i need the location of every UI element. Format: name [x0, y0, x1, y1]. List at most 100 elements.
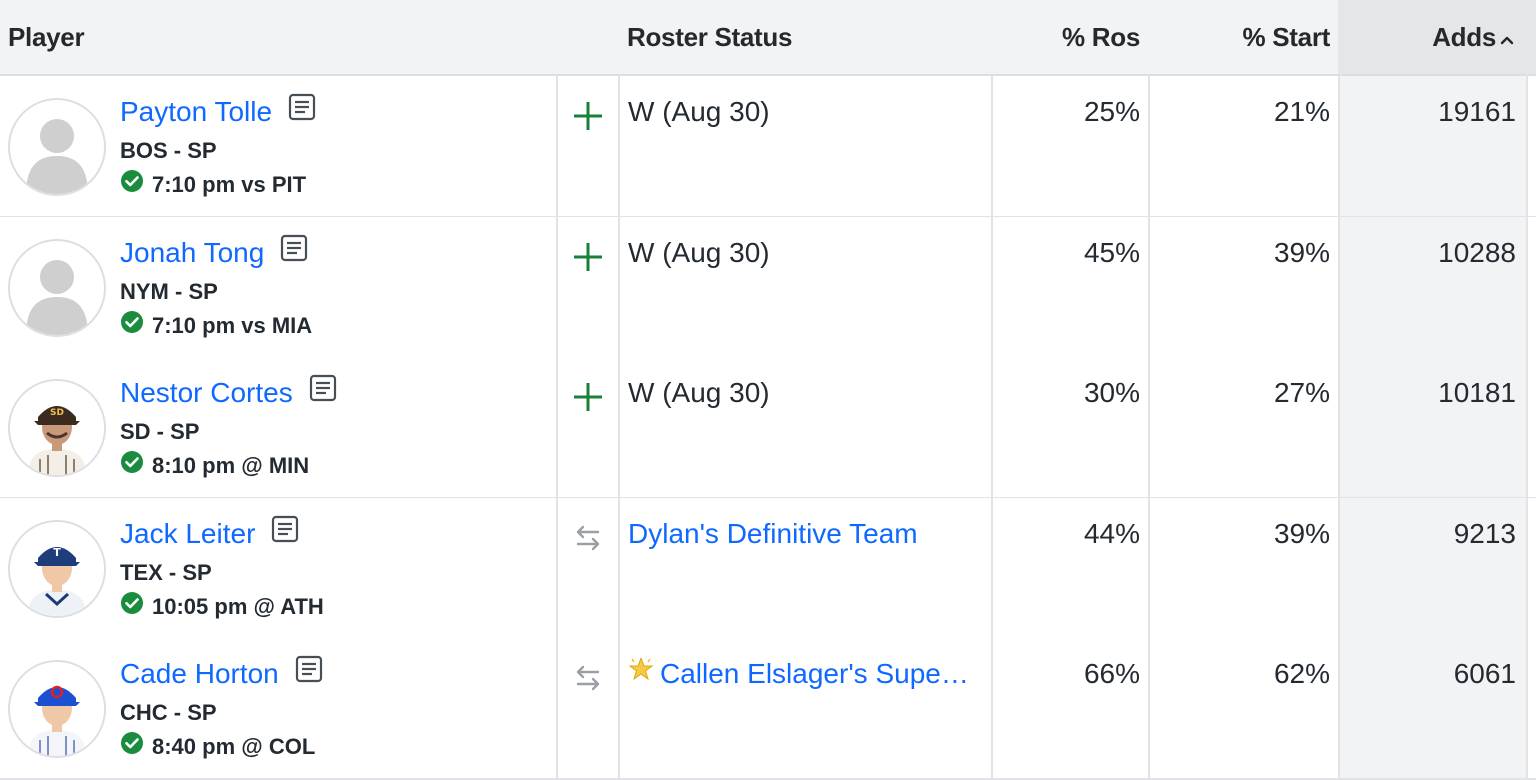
check-circle-icon — [120, 169, 144, 199]
column-divider — [991, 497, 993, 638]
column-divider — [618, 357, 620, 497]
player-notes-icon[interactable] — [271, 515, 299, 550]
player-name[interactable]: Jack Leiter — [120, 517, 256, 549]
adds-column-cell-bg — [1338, 357, 1526, 497]
player-team-position: NYM - SP — [120, 278, 218, 304]
player-name-link[interactable]: Payton Tolle — [120, 93, 316, 131]
column-header-pct-start[interactable]: % Start — [1242, 22, 1331, 52]
column-divider — [1148, 638, 1150, 778]
sorted-column-header-bg — [1338, 0, 1536, 74]
add-player-icon[interactable] — [570, 239, 606, 275]
game-time-opponent: 7:10 pm vs PIT — [152, 171, 307, 197]
player-notes-icon[interactable] — [288, 93, 316, 128]
roster-status-text: W (Aug 30) — [628, 377, 770, 408]
svg-text:SD: SD — [50, 408, 64, 418]
roster-status-text: W (Aug 30) — [628, 96, 770, 127]
game-time-opponent: 10:05 pm @ ATH — [152, 593, 324, 619]
adds-count: 10181 — [1438, 377, 1516, 408]
trade-icon[interactable] — [570, 520, 606, 556]
column-header-pct-ros[interactable]: % Ros — [1062, 22, 1140, 52]
column-divider — [556, 497, 558, 638]
player-row: Payton Tolle BOS - SP 7:10 pm vs PIT W (… — [0, 76, 1536, 218]
add-player-icon[interactable] — [570, 98, 606, 134]
player-row: SD Nestor Cortes SD - SP 8:10 pm @ MIN W… — [0, 357, 1536, 499]
player-name-link[interactable]: Jonah Tong — [120, 234, 308, 272]
pct-rostered: 44% — [1083, 517, 1140, 549]
column-divider — [1148, 357, 1150, 497]
roster-status-text[interactable]: Dylan's Definitive Team — [628, 517, 918, 549]
player-notes-icon[interactable] — [309, 374, 337, 409]
adds-column-cell-bg — [1338, 76, 1526, 216]
player-avatar[interactable] — [8, 660, 106, 758]
game-info: 8:10 pm @ MIN — [120, 450, 309, 482]
adds-count: 19161 — [1438, 96, 1516, 127]
pct-started: 21% — [1273, 96, 1330, 127]
column-divider — [618, 216, 620, 357]
column-divider — [1148, 497, 1150, 638]
svg-text:T: T — [53, 546, 61, 559]
column-divider — [1338, 216, 1340, 357]
pct-started: 39% — [1273, 517, 1330, 549]
column-divider — [556, 216, 558, 357]
column-divider — [556, 357, 558, 497]
column-divider — [991, 76, 993, 216]
player-team-position: TEX - SP — [120, 559, 212, 585]
player-team-position: CHC - SP — [120, 700, 217, 725]
column-divider — [618, 497, 620, 638]
column-divider — [1148, 216, 1150, 357]
column-header-adds[interactable]: Adds — [1338, 0, 1514, 74]
adds-column-cell-bg — [1338, 638, 1526, 778]
check-circle-icon — [120, 450, 144, 480]
player-avatar[interactable]: SD — [8, 379, 106, 477]
pct-rostered: 25% — [1083, 96, 1140, 127]
roster-status: W (Aug 30) — [628, 237, 770, 269]
player-name[interactable]: Nestor Cortes — [120, 377, 293, 408]
player-name[interactable]: Payton Tolle — [120, 96, 273, 127]
check-circle-icon — [120, 591, 144, 621]
game-info: 7:10 pm vs PIT — [120, 169, 307, 201]
column-header-player[interactable]: Player — [8, 22, 85, 52]
roster-status: W (Aug 30) — [628, 96, 770, 128]
game-info: 7:10 pm vs MIA — [120, 310, 313, 342]
trade-icon[interactable] — [570, 660, 606, 696]
player-avatar[interactable] — [8, 238, 106, 337]
table-header: Player Roster Status % Ros % Start Adds — [0, 0, 1536, 76]
column-divider — [618, 638, 620, 778]
player-name[interactable]: Jonah Tong — [120, 236, 265, 268]
player-row: Cade Horton CHC - SP 8:40 pm @ COL Calle… — [0, 638, 1536, 780]
roster-status: W (Aug 30) — [628, 377, 770, 409]
game-info: 10:05 pm @ ATH — [120, 591, 324, 623]
roster-status-team-link[interactable]: Dylan's Definitive Team — [628, 518, 918, 550]
game-info: 8:40 pm @ COL — [120, 732, 316, 763]
pct-rostered: 30% — [1083, 377, 1140, 408]
player-notes-icon[interactable] — [295, 655, 323, 690]
table-right-edge — [1526, 74, 1528, 778]
player-row: T Jack Leiter TEX - SP 10:05 pm @ ATH Dy… — [0, 497, 1536, 640]
player-name-link[interactable]: Cade Horton — [120, 655, 323, 693]
pct-rostered: 66% — [1083, 658, 1140, 689]
column-divider — [1148, 76, 1150, 216]
game-time-opponent: 8:40 pm @ COL — [152, 733, 316, 759]
add-player-icon[interactable] — [570, 379, 606, 415]
column-divider — [991, 638, 993, 778]
roster-status-text: W (Aug 30) — [628, 236, 770, 268]
player-notes-icon[interactable] — [280, 234, 308, 269]
adds-count: 6061 — [1453, 658, 1516, 689]
check-circle-icon — [120, 310, 144, 340]
roster-status-text[interactable]: Callen Elslager's Supers… — [660, 658, 978, 689]
column-divider — [1338, 357, 1340, 497]
player-name[interactable]: Cade Horton — [120, 658, 279, 689]
roster-status-team-link[interactable]: Callen Elslager's Supers… — [628, 658, 978, 692]
column-divider — [991, 216, 993, 357]
pct-started: 62% — [1273, 658, 1330, 689]
player-avatar[interactable] — [8, 98, 106, 196]
game-time-opponent: 7:10 pm vs MIA — [152, 312, 313, 338]
player-avatar[interactable]: T — [8, 519, 106, 618]
pct-started: 39% — [1273, 236, 1330, 268]
adds-count: 9213 — [1453, 517, 1516, 549]
player-name-link[interactable]: Nestor Cortes — [120, 374, 337, 412]
star-icon — [628, 658, 654, 689]
column-header-roster-status[interactable]: Roster Status — [627, 22, 793, 52]
column-divider — [1338, 638, 1340, 778]
player-name-link[interactable]: Jack Leiter — [120, 515, 299, 553]
